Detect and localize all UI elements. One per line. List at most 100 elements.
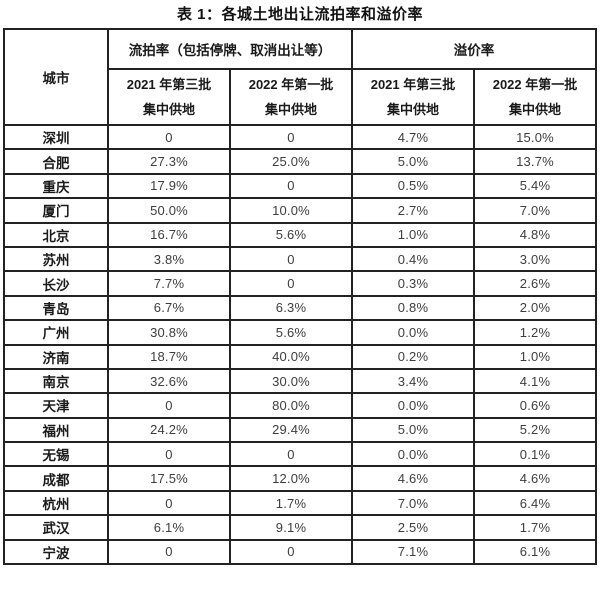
table-row: 济南 18.7% 40.0% 0.2% 1.0% <box>3 343 597 370</box>
value-cell: 0.5% <box>351 172 475 200</box>
value-cell: 7.1% <box>351 538 475 566</box>
value-cell: 2.0% <box>473 294 597 322</box>
value-cell: 27.3% <box>107 148 231 175</box>
city-cell: 成都 <box>3 465 109 492</box>
table-row: 重庆 17.9% 0 0.5% 5.4% <box>3 172 597 200</box>
table-row: 合肥 27.3% 25.0% 5.0% 13.7% <box>3 148 597 175</box>
city-cell: 无锡 <box>3 441 109 468</box>
value-cell: 4.1% <box>473 367 597 395</box>
value-cell: 3.4% <box>351 367 475 395</box>
sub-header-line1: 2021 年第三批 <box>370 76 456 92</box>
value-cell: 24.2% <box>107 416 231 444</box>
sub-header-line1: 2021 年第三批 <box>126 76 212 92</box>
value-cell: 6.1% <box>473 538 597 566</box>
value-cell: 18.7% <box>107 343 231 370</box>
city-cell: 苏州 <box>3 245 109 273</box>
group-header-failure-rate: 流拍率（包括停牌、取消出让等） <box>107 28 353 70</box>
table-row: 天津 0 80.0% 0.0% 0.6% <box>3 392 597 419</box>
city-cell: 福州 <box>3 416 109 444</box>
value-cell: 5.0% <box>351 416 475 444</box>
value-cell: 29.4% <box>229 416 353 444</box>
value-cell: 30.0% <box>229 367 353 395</box>
value-cell: 4.6% <box>473 465 597 492</box>
value-cell: 0 <box>107 441 231 468</box>
table-body: 深圳 0 0 4.7% 15.0% 合肥 27.3% 25.0% 5.0% 13.7% 重庆 17.9… <box>3 123 597 566</box>
value-cell: 0 <box>107 123 231 151</box>
value-cell: 32.6% <box>107 367 231 395</box>
value-cell: 1.7% <box>473 514 597 541</box>
city-cell: 长沙 <box>3 270 109 297</box>
table-row: 杭州 0 1.7% 7.0% 6.4% <box>3 489 597 517</box>
sub-header-line2: 集中供地 <box>386 102 439 117</box>
value-cell: 3.0% <box>473 245 597 273</box>
sub-header-2021-batch3-failure: 2021 年第三批 集中供地 <box>107 68 231 126</box>
value-cell: 5.2% <box>473 416 597 444</box>
value-cell: 15.0% <box>473 123 597 151</box>
value-cell: 0.1% <box>473 441 597 468</box>
value-cell: 13.7% <box>473 148 597 175</box>
value-cell: 6.3% <box>229 294 353 322</box>
value-cell: 2.5% <box>351 514 475 541</box>
city-cell: 杭州 <box>3 489 109 517</box>
value-cell: 40.0% <box>229 343 353 370</box>
table-row: 成都 17.5% 12.0% 4.6% 4.6% <box>3 465 597 492</box>
value-cell: 7.0% <box>351 489 475 517</box>
table-row: 广州 30.8% 5.6% 0.0% 1.2% <box>3 319 597 346</box>
city-cell: 深圳 <box>3 123 109 151</box>
sub-header-row: 2021 年第三批 集中供地 2022 年第一批 集中供地 2021 年第三批 … <box>4 68 597 126</box>
value-cell: 17.5% <box>107 465 231 492</box>
city-cell: 厦门 <box>3 197 109 224</box>
value-cell: 12.0% <box>229 465 353 492</box>
table-row: 福州 24.2% 29.4% 5.0% 5.2% <box>3 416 597 444</box>
table-row: 无锡 0 0 0.0% 0.1% <box>3 441 597 468</box>
value-cell: 1.0% <box>351 221 475 248</box>
value-cell: 0 <box>107 392 231 419</box>
city-cell: 广州 <box>3 319 109 346</box>
city-land-rates-table: 城市 流拍率（包括停牌、取消出让等） 溢价率 2021 年第三批 集中供地 20… <box>3 28 597 566</box>
value-cell: 5.0% <box>351 148 475 175</box>
sub-header-line2: 集中供地 <box>142 102 195 117</box>
city-cell: 天津 <box>3 392 109 419</box>
city-cell: 青岛 <box>3 294 109 322</box>
table-row: 北京 16.7% 5.6% 1.0% 4.8% <box>3 221 597 248</box>
city-cell: 合肥 <box>3 148 109 175</box>
value-cell: 1.7% <box>229 489 353 517</box>
value-cell: 0.3% <box>351 270 475 297</box>
city-cell: 南京 <box>3 367 109 395</box>
value-cell: 0 <box>107 489 231 517</box>
value-cell: 0.4% <box>351 245 475 273</box>
table-row: 长沙 7.7% 0 0.3% 2.6% <box>3 270 597 297</box>
value-cell: 30.8% <box>107 319 231 346</box>
value-cell: 6.1% <box>107 514 231 541</box>
sub-header-line2: 集中供地 <box>264 102 317 117</box>
value-cell: 0.6% <box>473 392 597 419</box>
city-cell: 宁波 <box>3 538 109 566</box>
table-row: 苏州 3.8% 0 0.4% 3.0% <box>3 245 597 273</box>
value-cell: 7.0% <box>473 197 597 224</box>
value-cell: 3.8% <box>107 245 231 273</box>
value-cell: 5.6% <box>229 319 353 346</box>
value-cell: 6.4% <box>473 489 597 517</box>
table-row: 南京 32.6% 30.0% 3.4% 4.1% <box>3 367 597 395</box>
value-cell: 0 <box>229 123 353 151</box>
value-cell: 5.4% <box>473 172 597 200</box>
sub-header-line2: 集中供地 <box>508 102 561 117</box>
sub-header-2022-batch1-premium: 2022 年第一批 集中供地 <box>473 68 597 126</box>
city-cell: 济南 <box>3 343 109 370</box>
city-cell: 武汉 <box>3 514 109 541</box>
table-row: 青岛 6.7% 6.3% 0.8% 2.0% <box>3 294 597 322</box>
value-cell: 0 <box>229 172 353 200</box>
value-cell: 0 <box>229 538 353 566</box>
value-cell: 50.0% <box>107 197 231 224</box>
table-row: 深圳 0 0 4.7% 15.0% <box>3 123 597 151</box>
value-cell: 25.0% <box>229 148 353 175</box>
group-header-row: 城市 流拍率（包括停牌、取消出让等） 溢价率 <box>3 28 597 126</box>
sub-header-line1: 2022 年第一批 <box>248 76 334 92</box>
sub-header-2022-batch1-failure: 2022 年第一批 集中供地 <box>229 68 353 126</box>
value-cell: 5.6% <box>229 221 353 248</box>
sub-header-line1: 2022 年第一批 <box>492 76 578 92</box>
value-cell: 1.0% <box>473 343 597 370</box>
value-cell: 10.0% <box>229 197 353 224</box>
value-cell: 4.6% <box>351 465 475 492</box>
value-cell: 7.7% <box>107 270 231 297</box>
